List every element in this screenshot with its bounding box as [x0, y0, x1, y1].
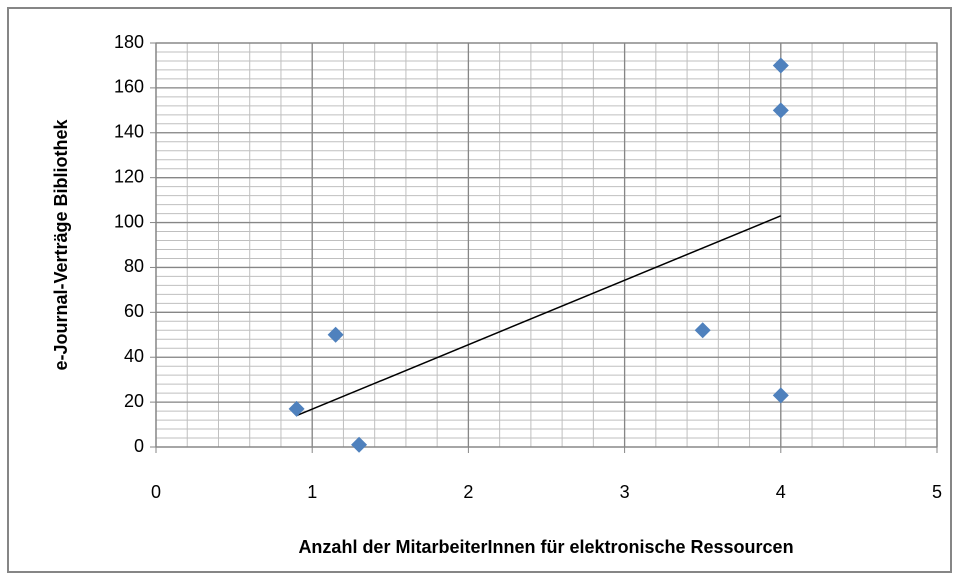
chart-border: [7, 7, 952, 573]
data-point: [772, 387, 789, 404]
y-tick-label: 140: [114, 122, 144, 142]
x-tick-label: 0: [151, 482, 161, 502]
x-tick-label: 2: [463, 482, 473, 502]
x-axis-label: Anzahl der MitarbeiterInnen für elektron…: [298, 537, 793, 557]
data-point: [327, 326, 344, 343]
x-tick-label: 3: [620, 482, 630, 502]
data-point: [351, 436, 368, 453]
y-tick-label: 160: [114, 77, 144, 97]
y-tick-label: 0: [134, 436, 144, 456]
y-tick-label: 100: [114, 211, 144, 231]
data-point: [288, 400, 305, 417]
x-tick-label: 5: [932, 482, 942, 502]
x-tick-label: 1: [307, 482, 317, 502]
y-tick-label: 20: [124, 391, 144, 411]
x-tick-label: 4: [776, 482, 786, 502]
data-point: [772, 102, 789, 119]
y-tick-label: 180: [114, 32, 144, 52]
data-point: [772, 57, 789, 74]
y-tick-label: 80: [124, 256, 144, 276]
y-axis-label: e-Journal-Verträge Bibliothek: [51, 118, 71, 370]
trend-line: [296, 215, 782, 417]
data-point: [694, 322, 711, 339]
y-tick-label: 120: [114, 166, 144, 186]
plot-border: [155, 42, 938, 448]
y-tick-label: 40: [124, 346, 144, 366]
y-tick-label: 60: [124, 301, 144, 321]
